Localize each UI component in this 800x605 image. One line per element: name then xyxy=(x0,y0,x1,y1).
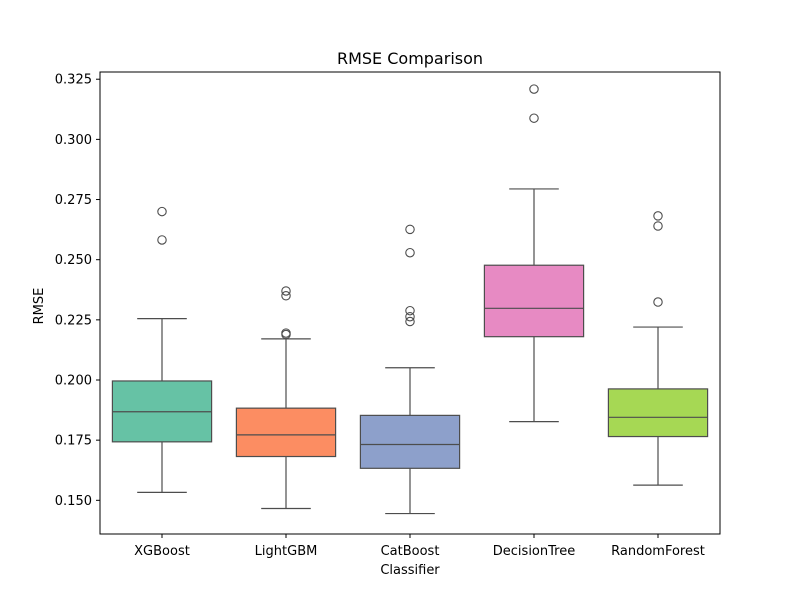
outlier-point xyxy=(157,235,167,245)
y-tick-label: 0.250 xyxy=(55,253,92,268)
box-randomforest xyxy=(607,211,709,486)
outlier-point xyxy=(653,297,663,307)
outlier-point xyxy=(281,328,291,338)
x-tick-label: XGBoost xyxy=(134,544,190,559)
outlier-point xyxy=(405,311,415,322)
x-axis-title: Classifier xyxy=(380,563,440,578)
iqr-box xyxy=(359,414,461,469)
x-tick-label: RandomForest xyxy=(611,544,705,559)
outlier-point xyxy=(653,221,663,231)
outlier-point xyxy=(529,113,539,123)
x-tick-label: LightGBM xyxy=(255,544,318,559)
outlier-point xyxy=(653,211,663,221)
y-tick-label: 0.175 xyxy=(55,434,92,449)
iqr-box xyxy=(483,264,585,338)
box-lightgbm xyxy=(235,286,337,510)
outlier-point xyxy=(405,224,415,235)
y-tick-label: 0.325 xyxy=(55,73,92,88)
box-catboost xyxy=(359,224,461,515)
y-tick-label: 0.225 xyxy=(55,313,92,328)
y-tick-label: 0.275 xyxy=(55,193,92,208)
iqr-box xyxy=(607,388,709,438)
outlier-point xyxy=(529,84,539,94)
outlier-point xyxy=(157,206,167,217)
x-tick-label: DecisionTree xyxy=(493,544,575,559)
box-xgboost xyxy=(111,206,213,493)
outlier-point xyxy=(405,247,415,258)
y-tick-label: 0.150 xyxy=(55,494,92,509)
x-tick-label: CatBoost xyxy=(381,544,440,559)
outlier-point xyxy=(281,286,291,296)
outlier-point xyxy=(281,291,291,301)
box-decisiontree xyxy=(483,84,585,423)
y-axis-title: RMSE xyxy=(32,288,47,325)
outlier-point xyxy=(405,316,415,327)
y-tick-label: 0.300 xyxy=(55,133,92,148)
iqr-box xyxy=(235,407,337,458)
plot-area xyxy=(111,84,709,515)
y-tick-label: 0.200 xyxy=(55,374,92,389)
chart-title: RMSE Comparison xyxy=(337,49,483,68)
outlier-point xyxy=(405,305,415,316)
